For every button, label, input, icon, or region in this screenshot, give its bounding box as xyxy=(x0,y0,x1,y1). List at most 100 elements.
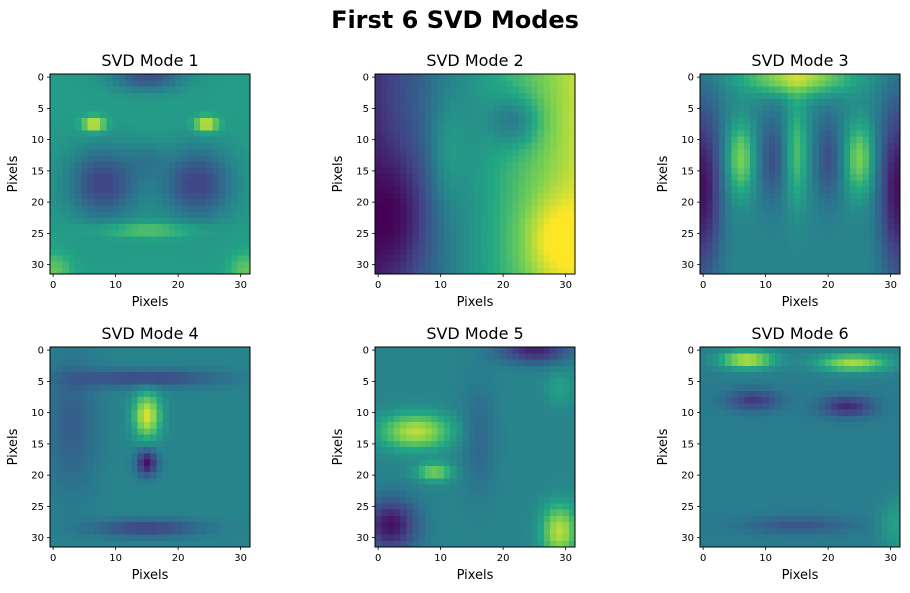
heatmap-cell xyxy=(143,167,151,175)
heatmap-cell xyxy=(218,347,226,354)
heatmap-cell xyxy=(800,117,807,125)
heatmap-cell xyxy=(218,192,226,200)
heatmap-cell xyxy=(187,434,195,442)
heatmap-cell xyxy=(568,365,576,373)
heatmap-cell xyxy=(518,205,526,212)
heatmap-cell xyxy=(212,211,220,219)
heatmap-cell xyxy=(150,267,157,275)
heatmap-cell xyxy=(493,261,501,269)
heatmap-cell xyxy=(887,224,895,231)
heatmap-cell xyxy=(168,490,176,498)
heatmap-cell xyxy=(381,217,388,225)
heatmap-cell xyxy=(237,242,245,250)
heatmap-cell xyxy=(800,236,807,244)
heatmap-cell xyxy=(412,136,420,144)
heatmap-cell xyxy=(837,211,845,219)
heatmap-cell xyxy=(62,186,70,194)
heatmap-cell xyxy=(125,224,132,231)
heatmap-cell xyxy=(187,249,195,256)
heatmap-cell xyxy=(418,403,426,410)
heatmap-cell xyxy=(87,80,95,87)
heatmap-cell xyxy=(868,186,876,194)
heatmap-cell xyxy=(431,249,438,256)
heatmap-cell xyxy=(481,242,488,250)
heatmap-cell xyxy=(700,111,707,119)
heatmap-cell xyxy=(506,255,513,262)
heatmap-cell xyxy=(231,409,238,417)
heatmap-cell xyxy=(806,217,813,225)
heatmap-cell xyxy=(400,236,407,244)
heatmap-cell xyxy=(725,149,732,156)
heatmap-cell xyxy=(456,397,463,404)
heatmap-cell xyxy=(793,199,801,206)
heatmap-cell xyxy=(50,353,57,360)
heatmap-cell xyxy=(712,267,720,275)
heatmap-cell xyxy=(237,365,245,373)
heatmap-cell xyxy=(487,409,495,417)
heatmap-cell xyxy=(137,111,145,119)
heatmap-cell xyxy=(793,92,801,100)
heatmap-cell xyxy=(850,255,857,262)
heatmap-cell xyxy=(181,117,188,125)
heatmap-cell xyxy=(125,217,132,225)
heatmap-cell xyxy=(381,472,388,479)
heatmap-cell xyxy=(237,149,245,156)
heatmap-cell xyxy=(825,86,832,94)
heatmap-cell xyxy=(206,99,213,106)
heatmap-cell xyxy=(725,261,732,269)
heatmap-cell xyxy=(125,384,132,392)
heatmap-cell xyxy=(487,365,495,373)
heatmap-cell xyxy=(75,453,82,460)
heatmap-cell xyxy=(118,397,126,404)
heatmap-cell xyxy=(550,478,557,485)
heatmap-cell xyxy=(462,261,470,269)
heatmap-cell xyxy=(225,74,232,81)
heatmap-cell xyxy=(56,217,63,225)
heatmap-cell xyxy=(112,186,120,194)
heatmap-cell xyxy=(493,249,501,256)
heatmap-cell xyxy=(243,167,251,175)
heatmap-cell xyxy=(412,217,420,225)
heatmap-cell xyxy=(731,124,738,131)
heatmap-cell xyxy=(168,459,176,467)
heatmap-cell xyxy=(218,199,226,206)
heatmap-cell xyxy=(750,161,757,169)
heatmap-cell xyxy=(456,255,463,262)
heatmap-cell xyxy=(68,261,76,269)
heatmap-cell xyxy=(181,149,188,156)
heatmap-cell xyxy=(381,428,388,435)
heatmap-cell xyxy=(81,434,88,442)
heatmap-cell xyxy=(50,515,57,523)
heatmap-cell xyxy=(556,255,563,262)
heatmap-cell xyxy=(456,465,463,473)
heatmap-cell xyxy=(493,465,501,473)
heatmap-cell xyxy=(156,422,163,429)
heatmap-cell xyxy=(212,428,220,435)
heatmap-cell xyxy=(156,409,163,417)
heatmap-cell xyxy=(81,484,88,492)
heatmap-cell xyxy=(81,528,88,535)
heatmap-cell xyxy=(387,459,395,467)
heatmap-cell xyxy=(143,453,151,460)
heatmap-cell xyxy=(425,484,432,492)
heatmap-cell xyxy=(243,415,251,423)
heatmap-cell xyxy=(175,149,182,156)
heatmap-cell xyxy=(187,372,195,379)
heatmap-cell xyxy=(187,199,195,206)
heatmap-cell xyxy=(831,224,838,231)
heatmap-cell xyxy=(762,105,770,112)
heatmap-cell xyxy=(87,267,95,275)
heatmap-cell xyxy=(400,199,407,206)
heatmap-cell xyxy=(156,261,163,269)
heatmap-cell xyxy=(131,365,138,373)
heatmap-cell xyxy=(468,365,476,373)
heatmap-cell xyxy=(106,99,113,106)
heatmap-cell xyxy=(156,359,163,367)
heatmap-cell xyxy=(162,522,170,529)
heatmap-cell xyxy=(556,92,563,100)
heatmap-cell xyxy=(443,80,451,87)
heatmap-cell xyxy=(556,365,563,373)
heatmap-cell xyxy=(475,267,482,275)
heatmap-cell xyxy=(231,372,238,379)
heatmap-cell xyxy=(81,255,88,262)
